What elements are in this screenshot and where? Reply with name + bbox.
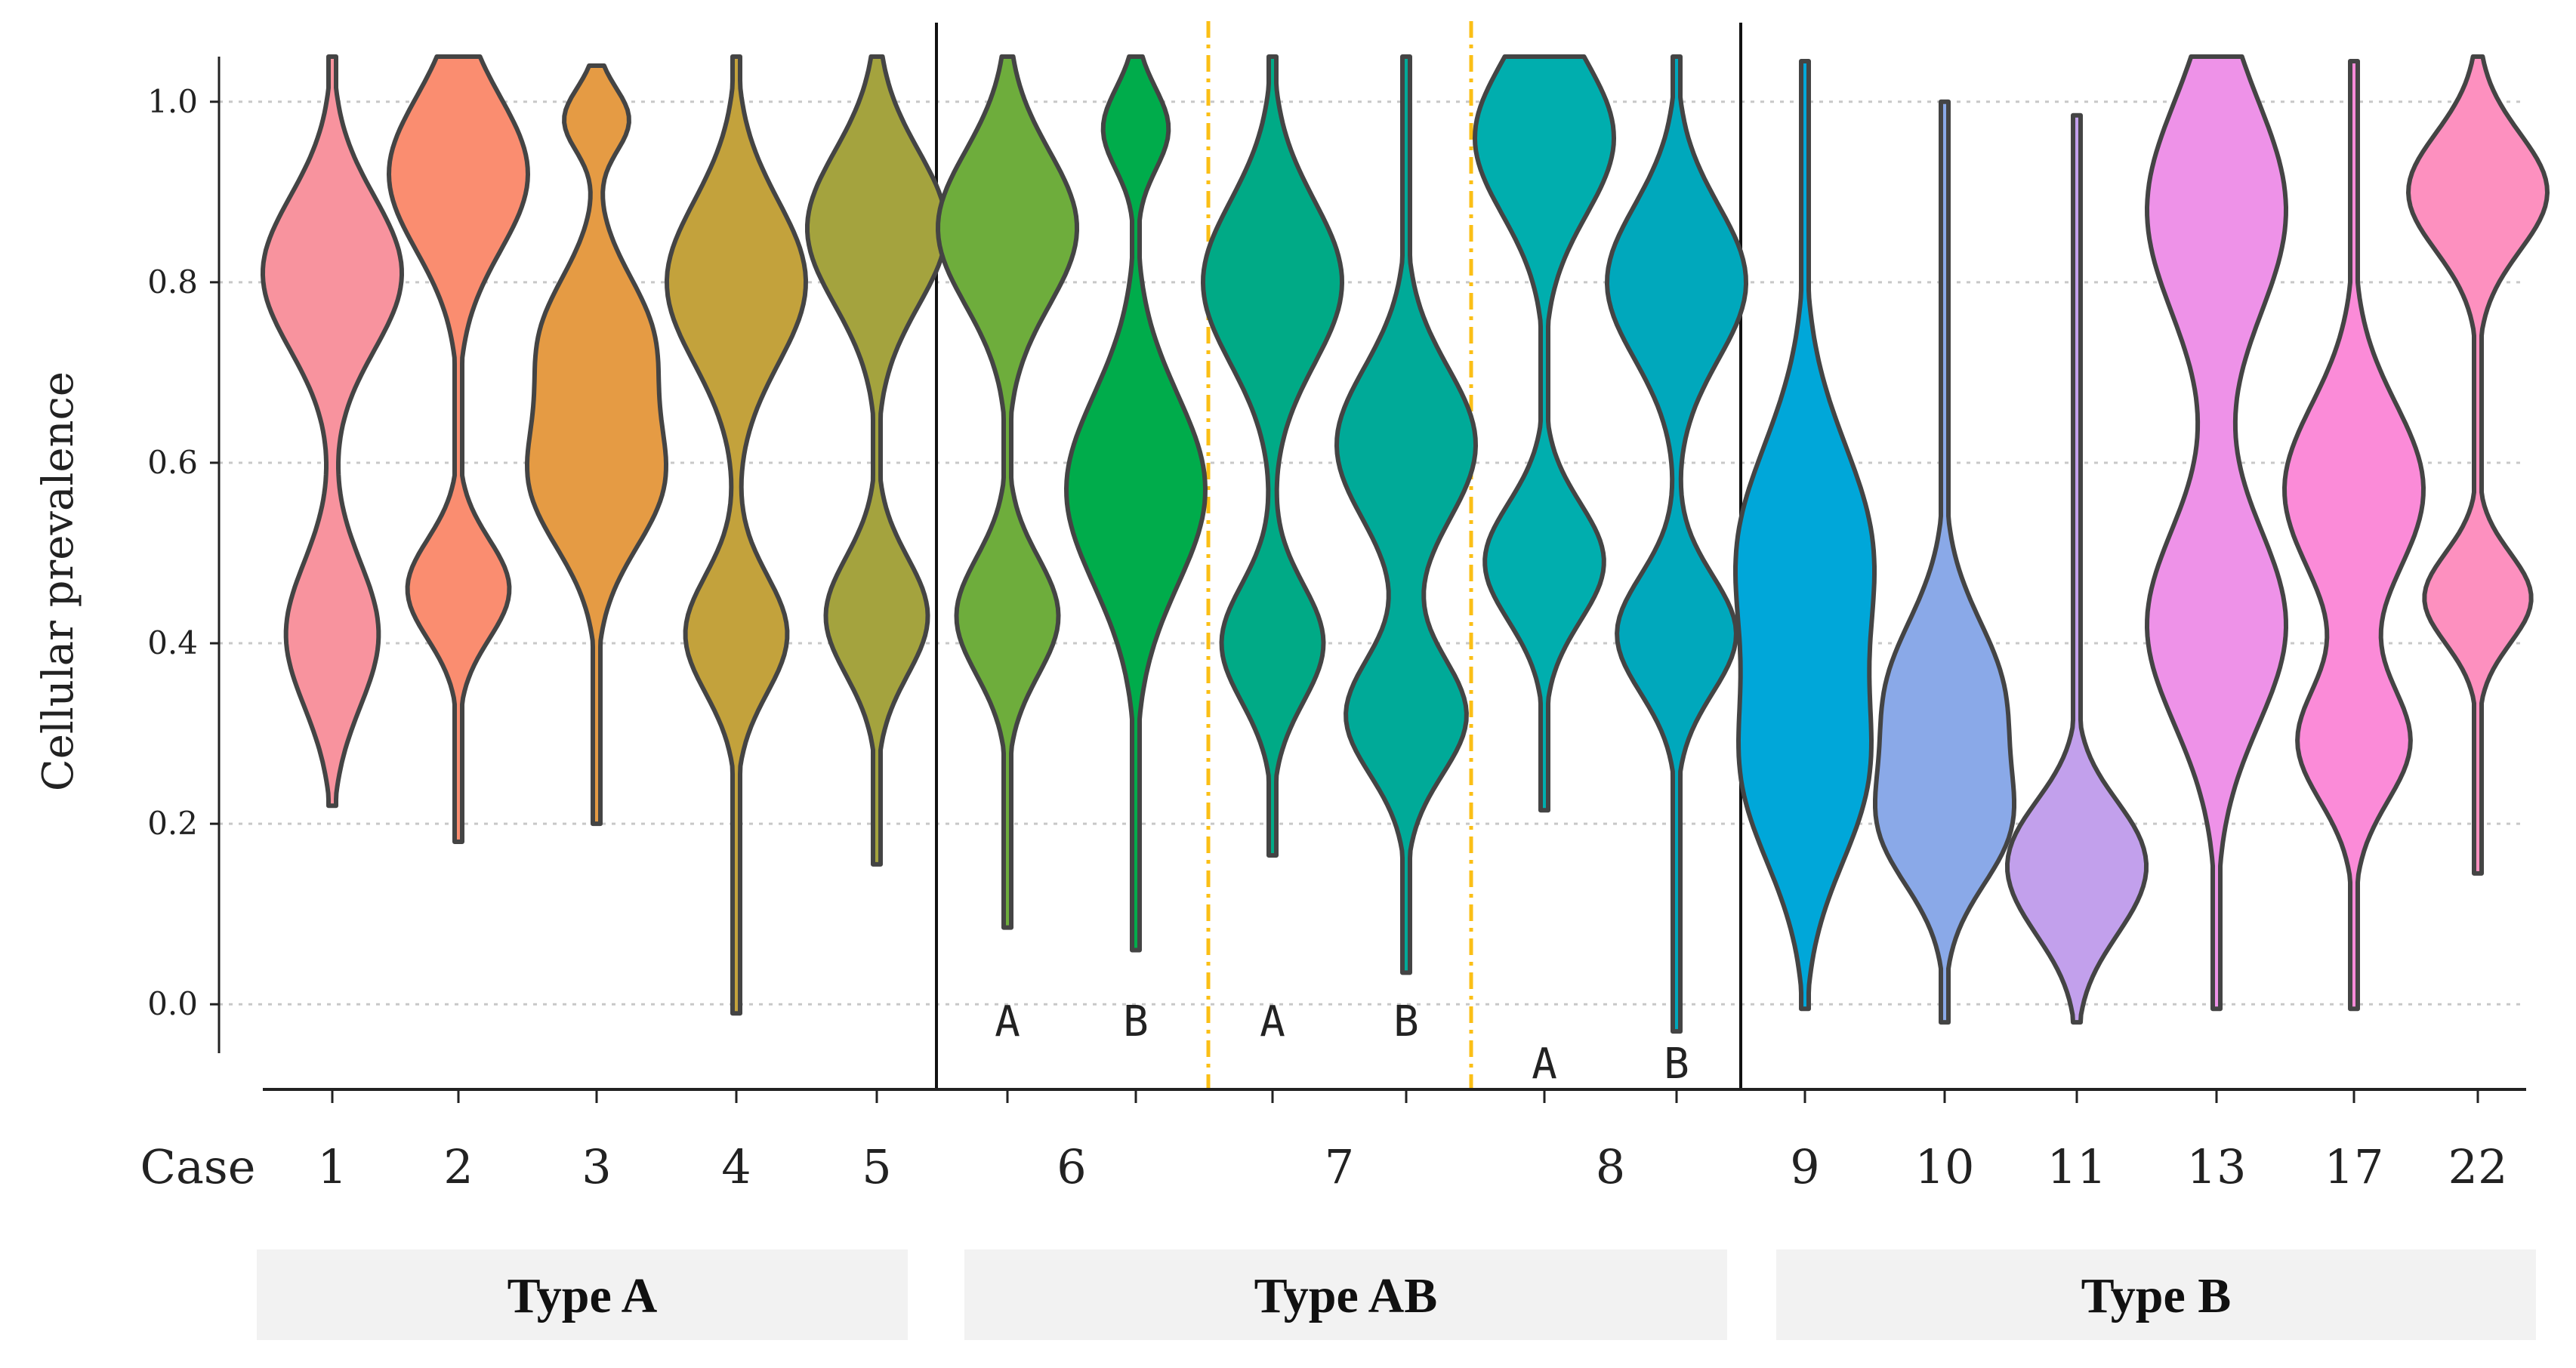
violin-case-4: [665, 54, 808, 1016]
violin-case-17: [2282, 59, 2426, 1012]
violin-case-5: [805, 54, 949, 867]
case-label-1: 1: [317, 1139, 347, 1194]
violin-case-10: [1873, 99, 2016, 1025]
violin-case-2: [387, 54, 530, 844]
y-tick-label: 0.8: [147, 263, 198, 300]
violin-case-6-A: [936, 54, 1079, 930]
violin-case-22: [2406, 54, 2550, 876]
case-label-22: 22: [2448, 1139, 2508, 1194]
case-label-5: 5: [862, 1139, 891, 1194]
case-label-17: 17: [2325, 1139, 2384, 1194]
case-label-7: 7: [1325, 1139, 1354, 1194]
violin-case-9: [1733, 59, 1877, 1012]
violin-case-7-B: [1334, 54, 1478, 975]
y-tick-label: 0.0: [147, 985, 198, 1022]
group-box-1: [257, 1249, 908, 1340]
x-axis-label: Case: [140, 1139, 256, 1194]
violins: [261, 54, 2550, 1034]
case-label-8: 8: [1596, 1139, 1625, 1194]
sub-label-6-A: A: [995, 997, 1020, 1046]
labels: 0.0 0.2 0.4 0.6 0.8 1.0 A B A B A B Case 1 2 3 4 5 6 7 8 9 10 1…: [140, 83, 2536, 1340]
y-tick-label: 1.0: [147, 83, 198, 120]
case-label-9: 9: [1790, 1139, 1819, 1194]
violin-case-11: [2005, 112, 2149, 1025]
y-tick-label: 0.6: [147, 444, 198, 481]
group-label: Type B: [2081, 1268, 2232, 1323]
case-label-3: 3: [582, 1139, 611, 1194]
case-label-10: 10: [1915, 1139, 1975, 1194]
y-tick-label: 0.2: [147, 805, 198, 842]
group-box-3: [1776, 1249, 2536, 1340]
violin-case-1: [261, 54, 404, 809]
group-box-2: [964, 1249, 1727, 1340]
violin-case-8-B: [1605, 54, 1748, 1034]
case-label-2: 2: [443, 1139, 473, 1194]
violin-case-8-A: [1473, 54, 1616, 813]
case-label-6: 6: [1057, 1139, 1086, 1194]
group-label: Type A: [507, 1268, 658, 1323]
violin-case-7-A: [1201, 54, 1344, 858]
axes: [210, 57, 2526, 1103]
case-label-4: 4: [721, 1139, 751, 1194]
y-tick-label: 0.4: [147, 624, 198, 661]
sub-label-7-A: A: [1260, 997, 1285, 1046]
y-axis-label: Cellular prevalence: [34, 371, 83, 791]
group-label: Type AB: [1254, 1268, 1438, 1323]
sub-label-6-B: B: [1123, 997, 1149, 1046]
case-label-11: 11: [2047, 1139, 2107, 1194]
case-label-13: 13: [2187, 1139, 2247, 1194]
sub-label-8-B: B: [1664, 1040, 1689, 1089]
violin-case-3: [525, 63, 668, 827]
sub-label-8-A: A: [1532, 1040, 1557, 1089]
violin-case-6-B: [1064, 54, 1208, 953]
violin-case-13: [2145, 54, 2288, 1012]
sub-label-7-B: B: [1393, 997, 1419, 1046]
